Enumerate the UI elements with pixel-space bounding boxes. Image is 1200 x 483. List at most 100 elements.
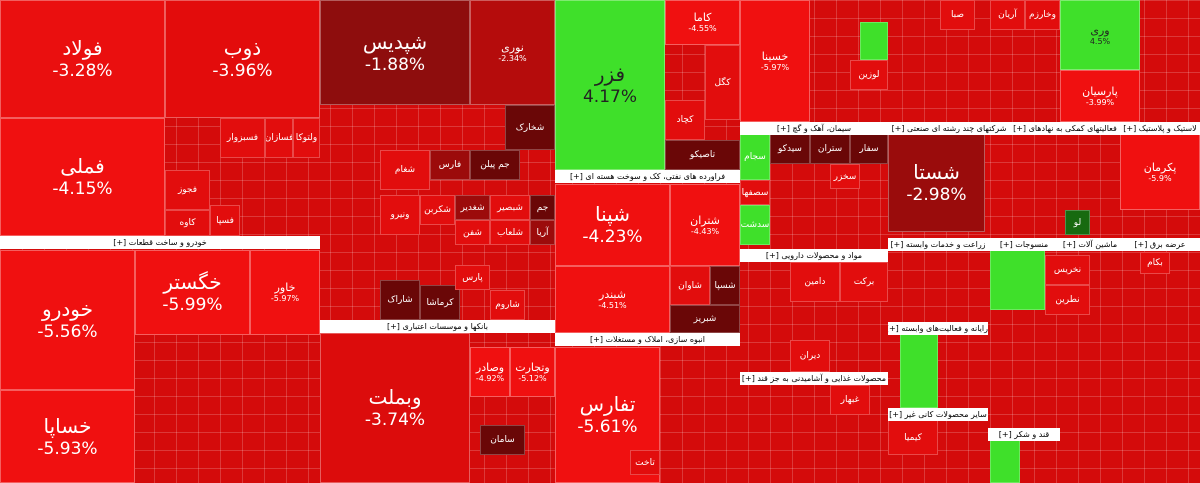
sector-header[interactable]: انبوه سازی، املاک و مستغلات [+] (555, 333, 740, 346)
tile[interactable]: کرماشا (420, 285, 460, 320)
tile[interactable]: فارس (430, 150, 470, 180)
tile[interactable]: بکام (1140, 252, 1170, 274)
tile[interactable]: فسازان (265, 118, 293, 158)
sector-header[interactable]: فراورده های نفتی، کک و سوخت هسته ای [+] (555, 170, 740, 183)
tile[interactable]: شبصیر (490, 195, 530, 220)
tile[interactable]: سفار (850, 134, 888, 164)
tile[interactable]: وتجارت -5.12% (510, 347, 555, 397)
tile-name: خگستر (163, 269, 222, 294)
tile[interactable]: نطرین (1045, 285, 1090, 315)
tile[interactable]: تفارس -5.61% (555, 347, 660, 483)
tile[interactable]: شفن (455, 220, 490, 245)
tile[interactable]: شبریز (670, 305, 740, 333)
tile[interactable]: شبندر -4.51% (555, 266, 670, 333)
tile[interactable] (990, 250, 1045, 310)
tile[interactable] (860, 22, 888, 60)
tile[interactable]: ذوب -3.96% (165, 0, 320, 118)
sector-header[interactable]: فعالیتهای کمکی به نهادهای [+] (1010, 122, 1120, 135)
sector-header[interactable]: منسوجات [+] (988, 238, 1060, 251)
tile[interactable]: پارس (455, 265, 490, 290)
tile[interactable]: شغدیر (455, 195, 490, 220)
tile[interactable]: شاراک (380, 280, 420, 320)
tile[interactable]: کگل (705, 45, 740, 120)
tile[interactable]: سامان (480, 425, 525, 455)
tile[interactable]: سخزر (830, 164, 860, 189)
tile[interactable]: سجام (740, 134, 770, 180)
sector-header[interactable]: عرضه برق [+] (1120, 238, 1200, 251)
sector-header[interactable]: سیمان، آهک و گچ [+] (740, 122, 888, 135)
tile[interactable]: خسینا -5.97% (740, 0, 810, 122)
tile[interactable]: دیران (790, 340, 830, 372)
tile[interactable]: شتران -4.43% (670, 184, 740, 266)
tile[interactable]: سدشت (740, 205, 770, 245)
sector-header[interactable]: مواد و محصولات دارویی [+] (740, 249, 888, 262)
tile-change: -5.97% (270, 294, 300, 303)
tile[interactable]: خگستر -5.99% (135, 250, 250, 335)
tile[interactable]: خاور -5.97% (250, 250, 320, 335)
tile[interactable]: ولتوکا (293, 118, 320, 158)
tile[interactable]: فجوز (165, 170, 210, 210)
tile[interactable]: کیمیا (888, 420, 938, 455)
tile[interactable]: شاروم (490, 290, 525, 320)
sector-header[interactable]: ماشین آلات [+] (1060, 238, 1120, 251)
tile-name: شبندر (599, 288, 626, 301)
tile[interactable]: شستا -2.98% (888, 134, 985, 232)
tile[interactable]: برکت (840, 262, 888, 302)
tile[interactable]: شسپا (710, 266, 740, 305)
tile[interactable]: وبملت -3.74% (320, 333, 470, 483)
tile[interactable]: دامین (790, 262, 840, 302)
sector-header[interactable]: بانکها و موسسات اعتباری [+] (320, 320, 555, 333)
sector-header[interactable]: رایانه و فعالیت‌های وابسته [+] (888, 322, 988, 335)
tile[interactable]: شپنا -4.23% (555, 184, 670, 266)
sector-header[interactable]: محصولات غذایی و آشامیدنی به جز قند [+] (740, 372, 888, 385)
tile[interactable]: سصفها (740, 180, 770, 205)
tile[interactable]: خساپا -5.93% (0, 390, 135, 483)
tile[interactable]: شکربن (420, 195, 455, 225)
tile[interactable]: وصادر -4.92% (470, 347, 510, 397)
tile[interactable]: شاوان (670, 266, 710, 305)
tile-name: وصادر (475, 360, 505, 374)
tile[interactable]: کاوه (165, 210, 210, 236)
tile[interactable]: پارسیان -3.99% (1060, 70, 1140, 122)
tile[interactable]: غبهار (830, 385, 870, 415)
tile[interactable]: نخریس (1045, 255, 1090, 285)
tile[interactable]: جم پیلن (470, 150, 520, 180)
sector-header[interactable]: زراعت و خدمات وابسته [+] (888, 238, 988, 251)
tile[interactable]: صبا (940, 0, 975, 30)
sector-header[interactable]: لاستیک و پلاستیک [+] (1120, 122, 1200, 135)
tile-name: پکرمان (1143, 160, 1177, 174)
tile[interactable]: شغام (380, 150, 430, 190)
tile-name: خودرو (42, 297, 93, 321)
tile[interactable]: وخارزم (1025, 0, 1060, 30)
sector-header[interactable]: سایر محصولات کانی غیر [+] (888, 408, 988, 421)
tile[interactable]: فسبزوار (220, 118, 265, 158)
tile[interactable] (990, 440, 1020, 483)
tile[interactable]: کاما -4.55% (665, 0, 740, 45)
sector-header[interactable]: شرکتهای چند رشته ای صنعتی [+] (888, 122, 1010, 135)
tile[interactable]: تاصیکو (665, 140, 740, 170)
tile[interactable]: سیدکو (770, 134, 810, 164)
tile[interactable]: آریان (990, 0, 1025, 30)
tile[interactable]: تاخت (630, 450, 660, 475)
tile[interactable]: شلعاب (490, 220, 530, 245)
tile[interactable]: فملی -4.15% (0, 118, 165, 236)
tile[interactable]: فولاد -3.28% (0, 0, 165, 118)
tile[interactable]: شپدیس -1.88% (320, 0, 470, 105)
tile[interactable]: پکرمان -5.9% (1120, 134, 1200, 210)
tile[interactable]: شخارک (505, 105, 555, 150)
tile[interactable]: خودرو -5.56% (0, 250, 135, 390)
tile[interactable]: فسپا (210, 205, 240, 236)
tile[interactable]: ستران (810, 134, 850, 164)
tile[interactable]: جم (530, 195, 555, 220)
tile[interactable]: ونیرو (380, 195, 420, 235)
tile[interactable]: لو (1065, 210, 1090, 235)
tile[interactable]: فزر 4.17% (555, 0, 665, 170)
tile[interactable]: لوزین (850, 60, 888, 90)
sector-header[interactable]: خودرو و ساخت قطعات [+] (0, 236, 320, 249)
tile[interactable]: وری 4.5% (1060, 0, 1140, 70)
tile[interactable] (900, 332, 938, 408)
tile[interactable]: نوری -2.34% (470, 0, 555, 105)
tile[interactable]: آریا (530, 220, 555, 245)
sector-header[interactable]: قند و شکر [+] (988, 428, 1060, 441)
tile[interactable]: کچاد (665, 100, 705, 140)
